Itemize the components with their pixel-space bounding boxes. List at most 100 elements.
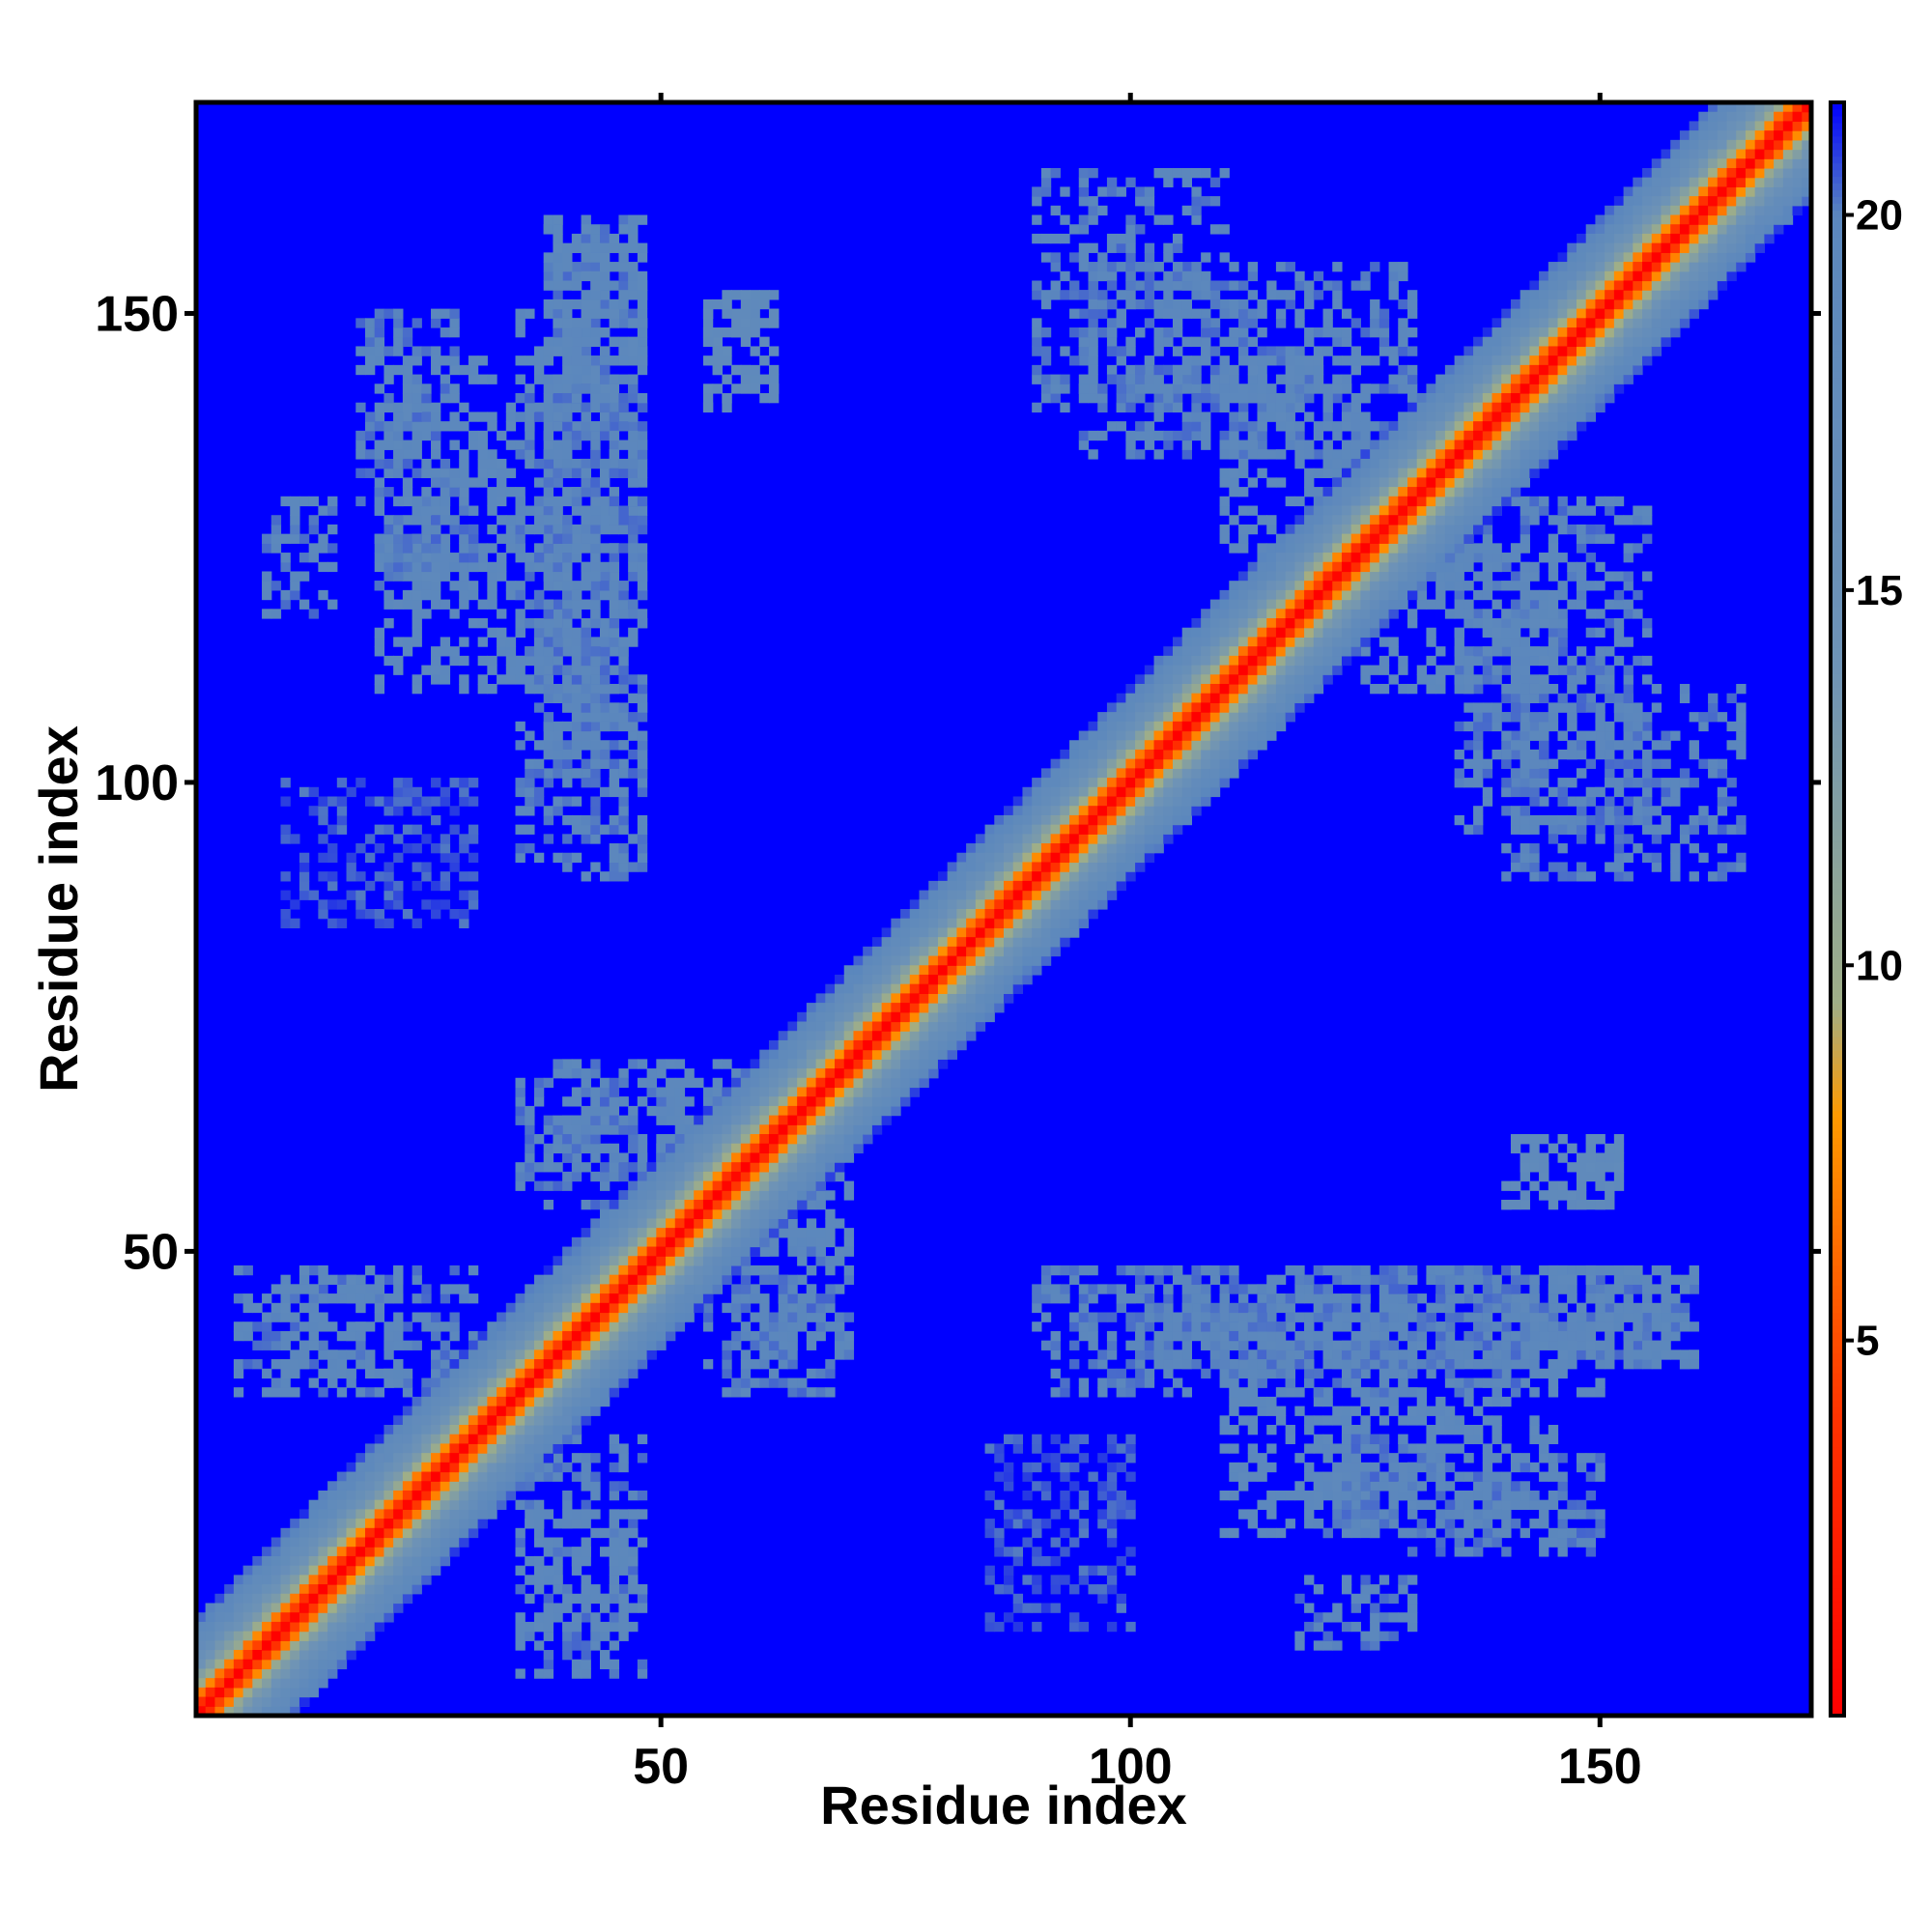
heatmap-cell [440,553,451,563]
heatmap-cell [600,683,611,695]
heatmap-cell [515,533,526,544]
heatmap-cell [1116,262,1126,272]
heatmap-cell [581,561,591,573]
heatmap-cell [1510,1359,1521,1370]
heatmap-cell [1069,1340,1080,1350]
heatmap-cell [1463,1434,1474,1445]
heatmap-cell [1350,1462,1361,1473]
heatmap-cell [477,553,488,563]
heatmap-cell [384,533,394,544]
heatmap-cell [1473,609,1484,619]
heatmap-cell [1689,1350,1699,1360]
heatmap-cell [1585,814,1597,826]
heatmap-cell [1144,384,1155,394]
heatmap-cell [609,1152,620,1163]
heatmap-cell [459,655,469,667]
heatmap-cell [1144,1312,1155,1322]
heatmap-cell [374,637,385,647]
heatmap-cell [1651,862,1662,872]
heatmap-cell [421,1378,432,1388]
heatmap-cell [525,384,535,394]
heatmap-cell [590,740,601,751]
heatmap-cell [402,637,413,647]
heatmap-cell [318,1284,328,1294]
heatmap-cell [825,1228,836,1238]
heatmap-cell [421,421,432,432]
heatmap-cell [666,1096,676,1107]
heatmap-cell [1341,402,1352,413]
heatmap-cell [1557,1490,1568,1501]
heatmap-cell [637,214,648,225]
heatmap-cell [515,1115,526,1125]
heatmap-cell [1482,1490,1493,1501]
heatmap-cell [581,355,591,366]
heatmap-cell [628,233,639,244]
heatmap-cell [1078,440,1090,450]
heatmap-cell [628,1603,639,1613]
heatmap-cell [1689,1274,1699,1285]
heatmap-cell [1313,430,1324,441]
heatmap-cell [1510,1199,1521,1210]
heatmap-cell [1341,1368,1352,1379]
heatmap-cell [1463,824,1474,835]
heatmap-cell [1322,1264,1333,1276]
heatmap-cell [1623,553,1634,563]
heatmap-cell [468,1293,479,1304]
heatmap-cell [487,449,497,460]
heatmap-cell [637,290,648,300]
heatmap-cell [412,1340,422,1350]
heatmap-cell [1548,1453,1559,1463]
heatmap-cell [1341,1443,1352,1454]
heatmap-cell [374,561,385,573]
heatmap-cell [393,402,404,413]
heatmap-cell [487,655,497,667]
heatmap-cell [1097,308,1108,319]
heatmap-cell [1529,1368,1540,1379]
heatmap-cell [1304,1330,1315,1342]
heatmap-cell [1181,1302,1193,1314]
heatmap-cell [1388,262,1399,272]
heatmap-cell [1181,280,1193,291]
heatmap-cell [440,1293,451,1304]
heatmap-cell [581,1453,591,1463]
heatmap-cell [412,637,422,647]
heatmap-cell [1388,374,1399,384]
heatmap-cell [543,252,554,263]
heatmap-cell [525,683,535,695]
heatmap-cell [459,402,469,413]
heatmap-cell [1088,290,1098,300]
heatmap-cell [346,1350,356,1360]
heatmap-cell [1360,1284,1371,1294]
heatmap-cell [618,252,629,263]
heatmap-cell [355,1387,366,1398]
heatmap-cell [402,336,413,348]
heatmap-cell [1585,627,1597,639]
heatmap-cell [1661,1330,1671,1342]
heatmap-cell [1463,1453,1474,1463]
heatmap-cell [600,1096,611,1107]
heatmap-cell [1539,1499,1549,1510]
heatmap-cell [327,1368,338,1379]
heatmap-cell [1191,430,1202,441]
heatmap-cell [1642,533,1653,544]
heatmap-cell [1605,862,1615,872]
heatmap-cell [1595,1134,1605,1145]
heatmap-cell [600,412,611,422]
heatmap-cell [581,721,591,732]
heatmap-cell [1510,806,1521,816]
heatmap-cell [1144,196,1155,207]
heatmap-cell [1633,778,1643,788]
heatmap-cell [1257,364,1267,376]
heatmap-cell [1651,758,1662,769]
heatmap-cell [1548,1471,1559,1482]
heatmap-cell [431,1359,441,1370]
heatmap-cell [590,233,601,244]
heatmap-cell [1219,1340,1230,1350]
heatmap-cell [1585,758,1597,769]
heatmap-cell [1370,318,1380,328]
heatmap-cell [609,778,620,788]
heatmap-cell [590,430,601,441]
heatmap-cell [1717,824,1728,835]
heatmap-cell [609,1527,620,1539]
heatmap-cell [384,561,394,573]
